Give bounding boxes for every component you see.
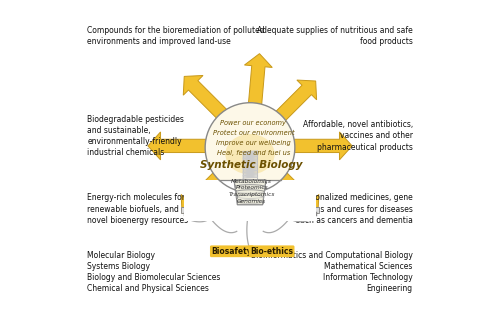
Polygon shape xyxy=(148,132,206,160)
Text: Molecular Biology
Systems Biology
Biology and Biomolecular Sciences
Chemical and: Molecular Biology Systems Biology Biolog… xyxy=(87,251,220,293)
Polygon shape xyxy=(181,170,226,214)
Text: Genomics: Genomics xyxy=(237,199,266,204)
Polygon shape xyxy=(181,207,187,213)
Text: Compounds for the bioremediation of polluted
environments and improved land-use: Compounds for the bioremediation of poll… xyxy=(87,26,265,46)
Text: Bio-ethics: Bio-ethics xyxy=(250,247,293,256)
Text: Bioinformatics and Computational Biology
Mathematical Sciences
Information Techn: Bioinformatics and Computational Biology… xyxy=(251,251,413,293)
Ellipse shape xyxy=(226,134,274,175)
Polygon shape xyxy=(294,132,352,160)
Polygon shape xyxy=(313,207,319,213)
Text: Affordable, novel antibiotics,
vaccines and other
pharmaceutical products: Affordable, novel antibiotics, vaccines … xyxy=(302,120,413,151)
Text: Protect our environment: Protect our environment xyxy=(212,130,294,136)
Polygon shape xyxy=(244,54,272,106)
Text: Metabolomics: Metabolomics xyxy=(231,179,272,184)
Text: Biodegradable pesticides
and sustainable,
environmentally-friendly
industrial ch: Biodegradable pesticides and sustainable… xyxy=(87,115,184,157)
Polygon shape xyxy=(274,170,319,214)
Text: Personalized medicines, gene
therapies and cures for diseases
such as cancers an: Personalized medicines, gene therapies a… xyxy=(288,193,413,225)
Polygon shape xyxy=(272,80,316,125)
Text: Improve our wellbeing: Improve our wellbeing xyxy=(216,140,290,146)
Polygon shape xyxy=(184,180,316,221)
Text: Energy-rich molecules for
renewable biofuels, and other
novel bioenergy resource: Energy-rich molecules for renewable biof… xyxy=(87,193,202,225)
Text: Heal, feed and fuel us: Heal, feed and fuel us xyxy=(216,149,290,155)
Circle shape xyxy=(205,103,295,192)
Text: Biosafety: Biosafety xyxy=(212,247,252,256)
Text: Power our economy: Power our economy xyxy=(220,120,286,126)
Text: Transcriptomics: Transcriptomics xyxy=(228,192,275,197)
Text: Proteomics: Proteomics xyxy=(236,186,268,190)
Text: Synthetic Biology: Synthetic Biology xyxy=(200,160,303,170)
Polygon shape xyxy=(184,75,230,122)
Text: Adequate supplies of nutritious and safe
food products: Adequate supplies of nutritious and safe… xyxy=(257,26,413,46)
Polygon shape xyxy=(234,180,266,205)
